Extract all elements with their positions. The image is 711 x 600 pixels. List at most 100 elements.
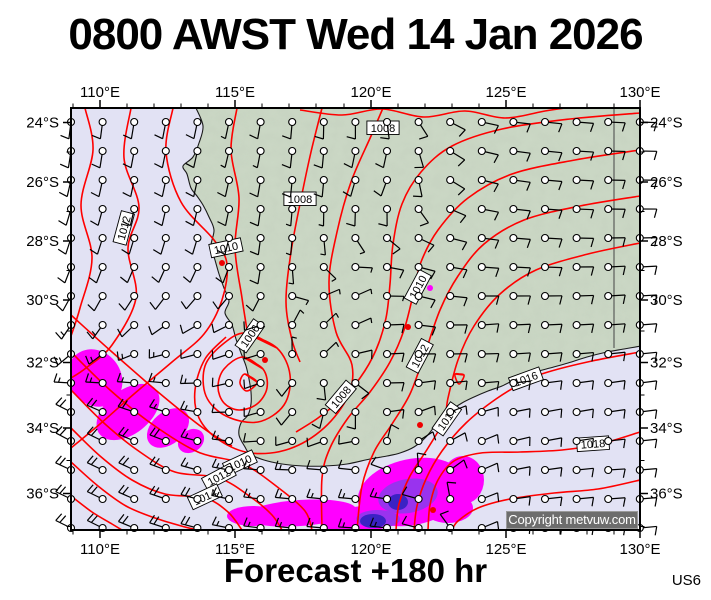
wind-barb-full — [55, 426, 63, 434]
wind-station — [540, 175, 563, 191]
wind-barb-full — [590, 238, 595, 248]
station-circle — [288, 175, 297, 185]
wind-station — [477, 262, 500, 277]
wind-station — [316, 378, 328, 401]
wind-barb-full — [591, 380, 595, 390]
station-circle — [604, 117, 613, 127]
wind-barb-full — [623, 380, 626, 390]
wind-barb-full — [184, 516, 191, 526]
station-circle — [161, 320, 170, 330]
wind-station — [151, 262, 170, 283]
wind-barb-full — [122, 457, 130, 466]
station-circle — [256, 465, 265, 475]
station-circle — [477, 204, 486, 214]
station-circle — [288, 436, 297, 446]
station-circle — [288, 204, 297, 214]
wind-barb-full — [378, 223, 388, 227]
wind-barb-full — [496, 434, 500, 444]
wind-barb-full — [559, 497, 563, 507]
wind-barb-full — [180, 301, 187, 310]
wind-barb-full — [558, 123, 563, 133]
wind-barb-full — [439, 510, 449, 515]
wind-barb-full — [185, 134, 195, 140]
isobar — [320, 149, 640, 530]
station-circle — [130, 378, 139, 388]
wind-barb-full — [493, 183, 499, 193]
wind-station — [249, 233, 265, 256]
wind-barb-full — [153, 516, 160, 525]
station-circle — [414, 378, 423, 388]
station-circle — [130, 204, 139, 214]
wind-station — [572, 465, 595, 478]
wind-station — [414, 452, 427, 475]
wind-barb-half — [279, 521, 283, 527]
station-circle — [509, 204, 518, 214]
wind-barb-full — [53, 373, 58, 383]
isobar — [71, 461, 199, 530]
wind-barb-full — [211, 487, 217, 496]
wind-station — [477, 117, 499, 134]
station-circle — [351, 465, 360, 475]
valid-time-title: 0800 AWST Wed 14 Jan 2026 — [68, 10, 643, 59]
station-circle — [161, 494, 170, 504]
wind-station — [337, 488, 360, 504]
wind-barb-full — [495, 295, 500, 305]
wind-barb-full — [654, 323, 658, 333]
wind-station — [540, 436, 563, 447]
wind-station — [370, 456, 392, 475]
wind-station — [274, 460, 297, 475]
wind-barb-full — [211, 350, 214, 360]
station-circle — [477, 146, 486, 156]
wind-station — [338, 435, 360, 446]
station-circle — [193, 349, 202, 359]
wind-barb-full — [342, 191, 352, 197]
wind-barb-half — [91, 330, 96, 336]
station-circle — [351, 291, 360, 301]
wind-barb-full — [306, 488, 311, 498]
station-circle — [477, 378, 486, 388]
wind-station — [446, 481, 457, 504]
wind-barb-full — [590, 266, 595, 276]
wind-barb-full — [528, 496, 531, 506]
wind-station — [572, 204, 595, 219]
wind-station — [373, 175, 392, 197]
station-circle — [288, 407, 297, 417]
station-circle — [540, 349, 550, 359]
station-circle — [414, 117, 423, 127]
wind-station — [220, 146, 234, 169]
station-circle — [351, 494, 360, 504]
wind-barb-full — [90, 191, 100, 198]
station-circle — [351, 117, 360, 127]
wind-barb-half — [57, 377, 61, 383]
wind-station — [572, 175, 595, 190]
wind-barb-full — [417, 452, 427, 456]
wind-barb-full — [249, 192, 258, 198]
wind-barb-full — [154, 163, 163, 169]
wind-barb-half — [152, 376, 156, 383]
wind-barb-full — [275, 417, 282, 426]
isobar — [299, 108, 566, 119]
station-circle — [224, 320, 234, 330]
station-circle — [319, 146, 328, 156]
station-circle — [509, 436, 518, 446]
wind-barb-full — [623, 439, 626, 449]
wind-station — [288, 309, 305, 330]
wind-barb-full — [654, 237, 658, 247]
station-circle — [446, 117, 455, 127]
station-circle — [382, 291, 392, 301]
wind-barb-full — [461, 241, 468, 251]
wind-station — [509, 407, 531, 418]
wind-station — [118, 455, 139, 475]
station-circle — [382, 494, 392, 504]
wind-barb-full — [458, 129, 466, 137]
station-circle — [130, 494, 139, 504]
station-circle — [256, 407, 265, 417]
coastline — [182, 108, 640, 467]
wind-station — [509, 349, 531, 362]
wind-station — [414, 405, 436, 417]
wind-station — [446, 459, 468, 475]
wind-barb-full — [459, 215, 467, 224]
isobar — [239, 373, 258, 392]
wind-barb-full — [281, 193, 291, 198]
wind-barb-full — [153, 487, 160, 496]
